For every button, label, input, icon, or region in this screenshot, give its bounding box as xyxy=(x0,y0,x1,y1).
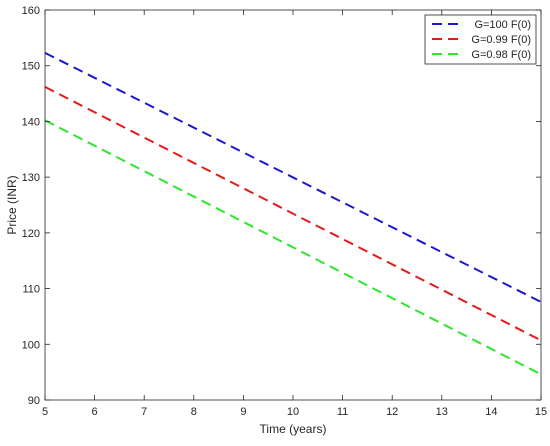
x-tick-label: 11 xyxy=(337,406,348,418)
x-tick-label: 12 xyxy=(386,406,398,418)
x-tick-label: 9 xyxy=(240,406,246,418)
legend-label: G=0.98 F(0) xyxy=(471,49,531,61)
series-line-2 xyxy=(44,85,542,342)
series-line-1 xyxy=(44,52,542,303)
y-tick-label: 100 xyxy=(22,339,40,351)
x-axis-label: Time (years) xyxy=(260,422,327,436)
y-tick-label: 150 xyxy=(22,61,40,73)
x-axis-ticks: 5 6 7 8 9 10 11 12 13 14 15 xyxy=(42,10,547,418)
series-layer xyxy=(44,52,542,376)
y-axis-ticks: 90 100 110 120 130 140 150 160 xyxy=(22,5,541,407)
plot-area xyxy=(45,10,541,400)
y-axis-label: Price (INR) xyxy=(5,175,19,234)
x-tick-label: 13 xyxy=(436,406,448,418)
y-tick-label: 120 xyxy=(22,228,40,240)
legend-box xyxy=(424,14,537,65)
legend-label: G=100 F(0) xyxy=(474,19,531,31)
y-tick-label: 90 xyxy=(28,395,40,407)
x-tick-label: 7 xyxy=(141,406,147,418)
x-tick-label: 14 xyxy=(485,406,497,418)
x-tick-label: 10 xyxy=(287,406,299,418)
y-tick-label: 130 xyxy=(22,172,40,184)
legend-items: G=100 F(0) G=0.99 F(0) G=0.98 F(0) xyxy=(432,19,531,61)
legend-label: G=0.99 F(0) xyxy=(471,34,531,46)
y-tick-label: 160 xyxy=(22,5,40,17)
legend: G=100 F(0) G=0.99 F(0) G=0.98 F(0) xyxy=(424,14,537,65)
x-tick-label: 6 xyxy=(92,406,98,418)
y-tick-label: 140 xyxy=(22,116,40,128)
y-tick-label: 110 xyxy=(22,284,40,296)
series-line-3 xyxy=(44,119,542,376)
x-tick-label: 15 xyxy=(535,406,547,418)
x-tick-label: 8 xyxy=(191,406,197,418)
x-tick-label: 5 xyxy=(42,406,48,418)
